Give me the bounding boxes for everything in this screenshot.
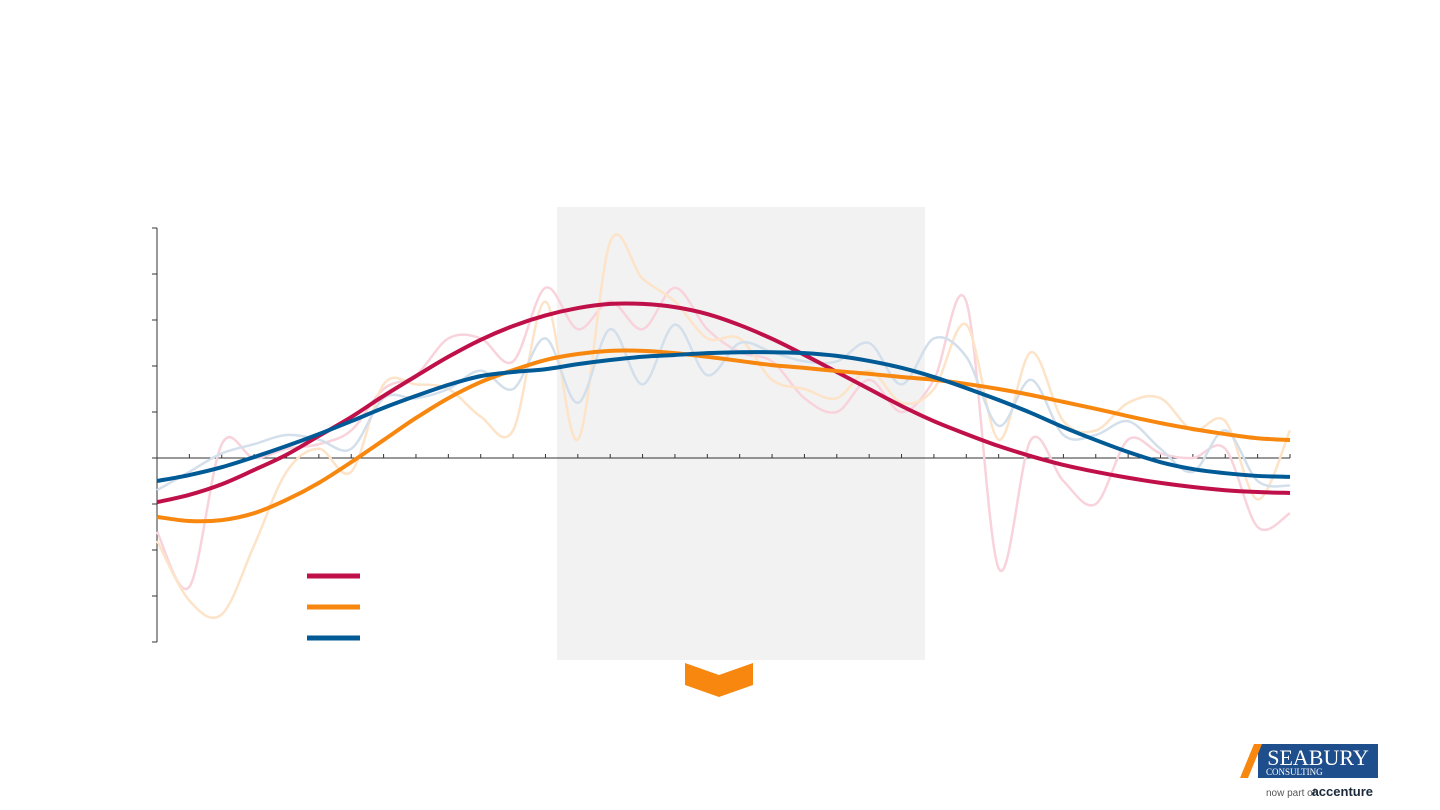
line-series <box>156 348 1291 524</box>
highlight-region <box>557 207 925 660</box>
logo-brand: accenture <box>1312 784 1373 799</box>
line-series <box>156 301 1291 505</box>
line-series <box>156 350 1291 483</box>
chevron <box>685 663 753 697</box>
logo-tagline: now part of <box>1266 788 1316 799</box>
logo-sub: CONSULTING <box>1266 767 1323 777</box>
chart <box>152 227 1292 643</box>
logo-slash <box>1240 744 1262 778</box>
line-series <box>156 323 1291 492</box>
line-series <box>155 233 1292 620</box>
logo-name: SEABURY <box>1267 745 1369 770</box>
logo-box <box>1258 744 1378 778</box>
logo: SEABURY CONSULTING now part of accenture <box>1240 744 1378 799</box>
